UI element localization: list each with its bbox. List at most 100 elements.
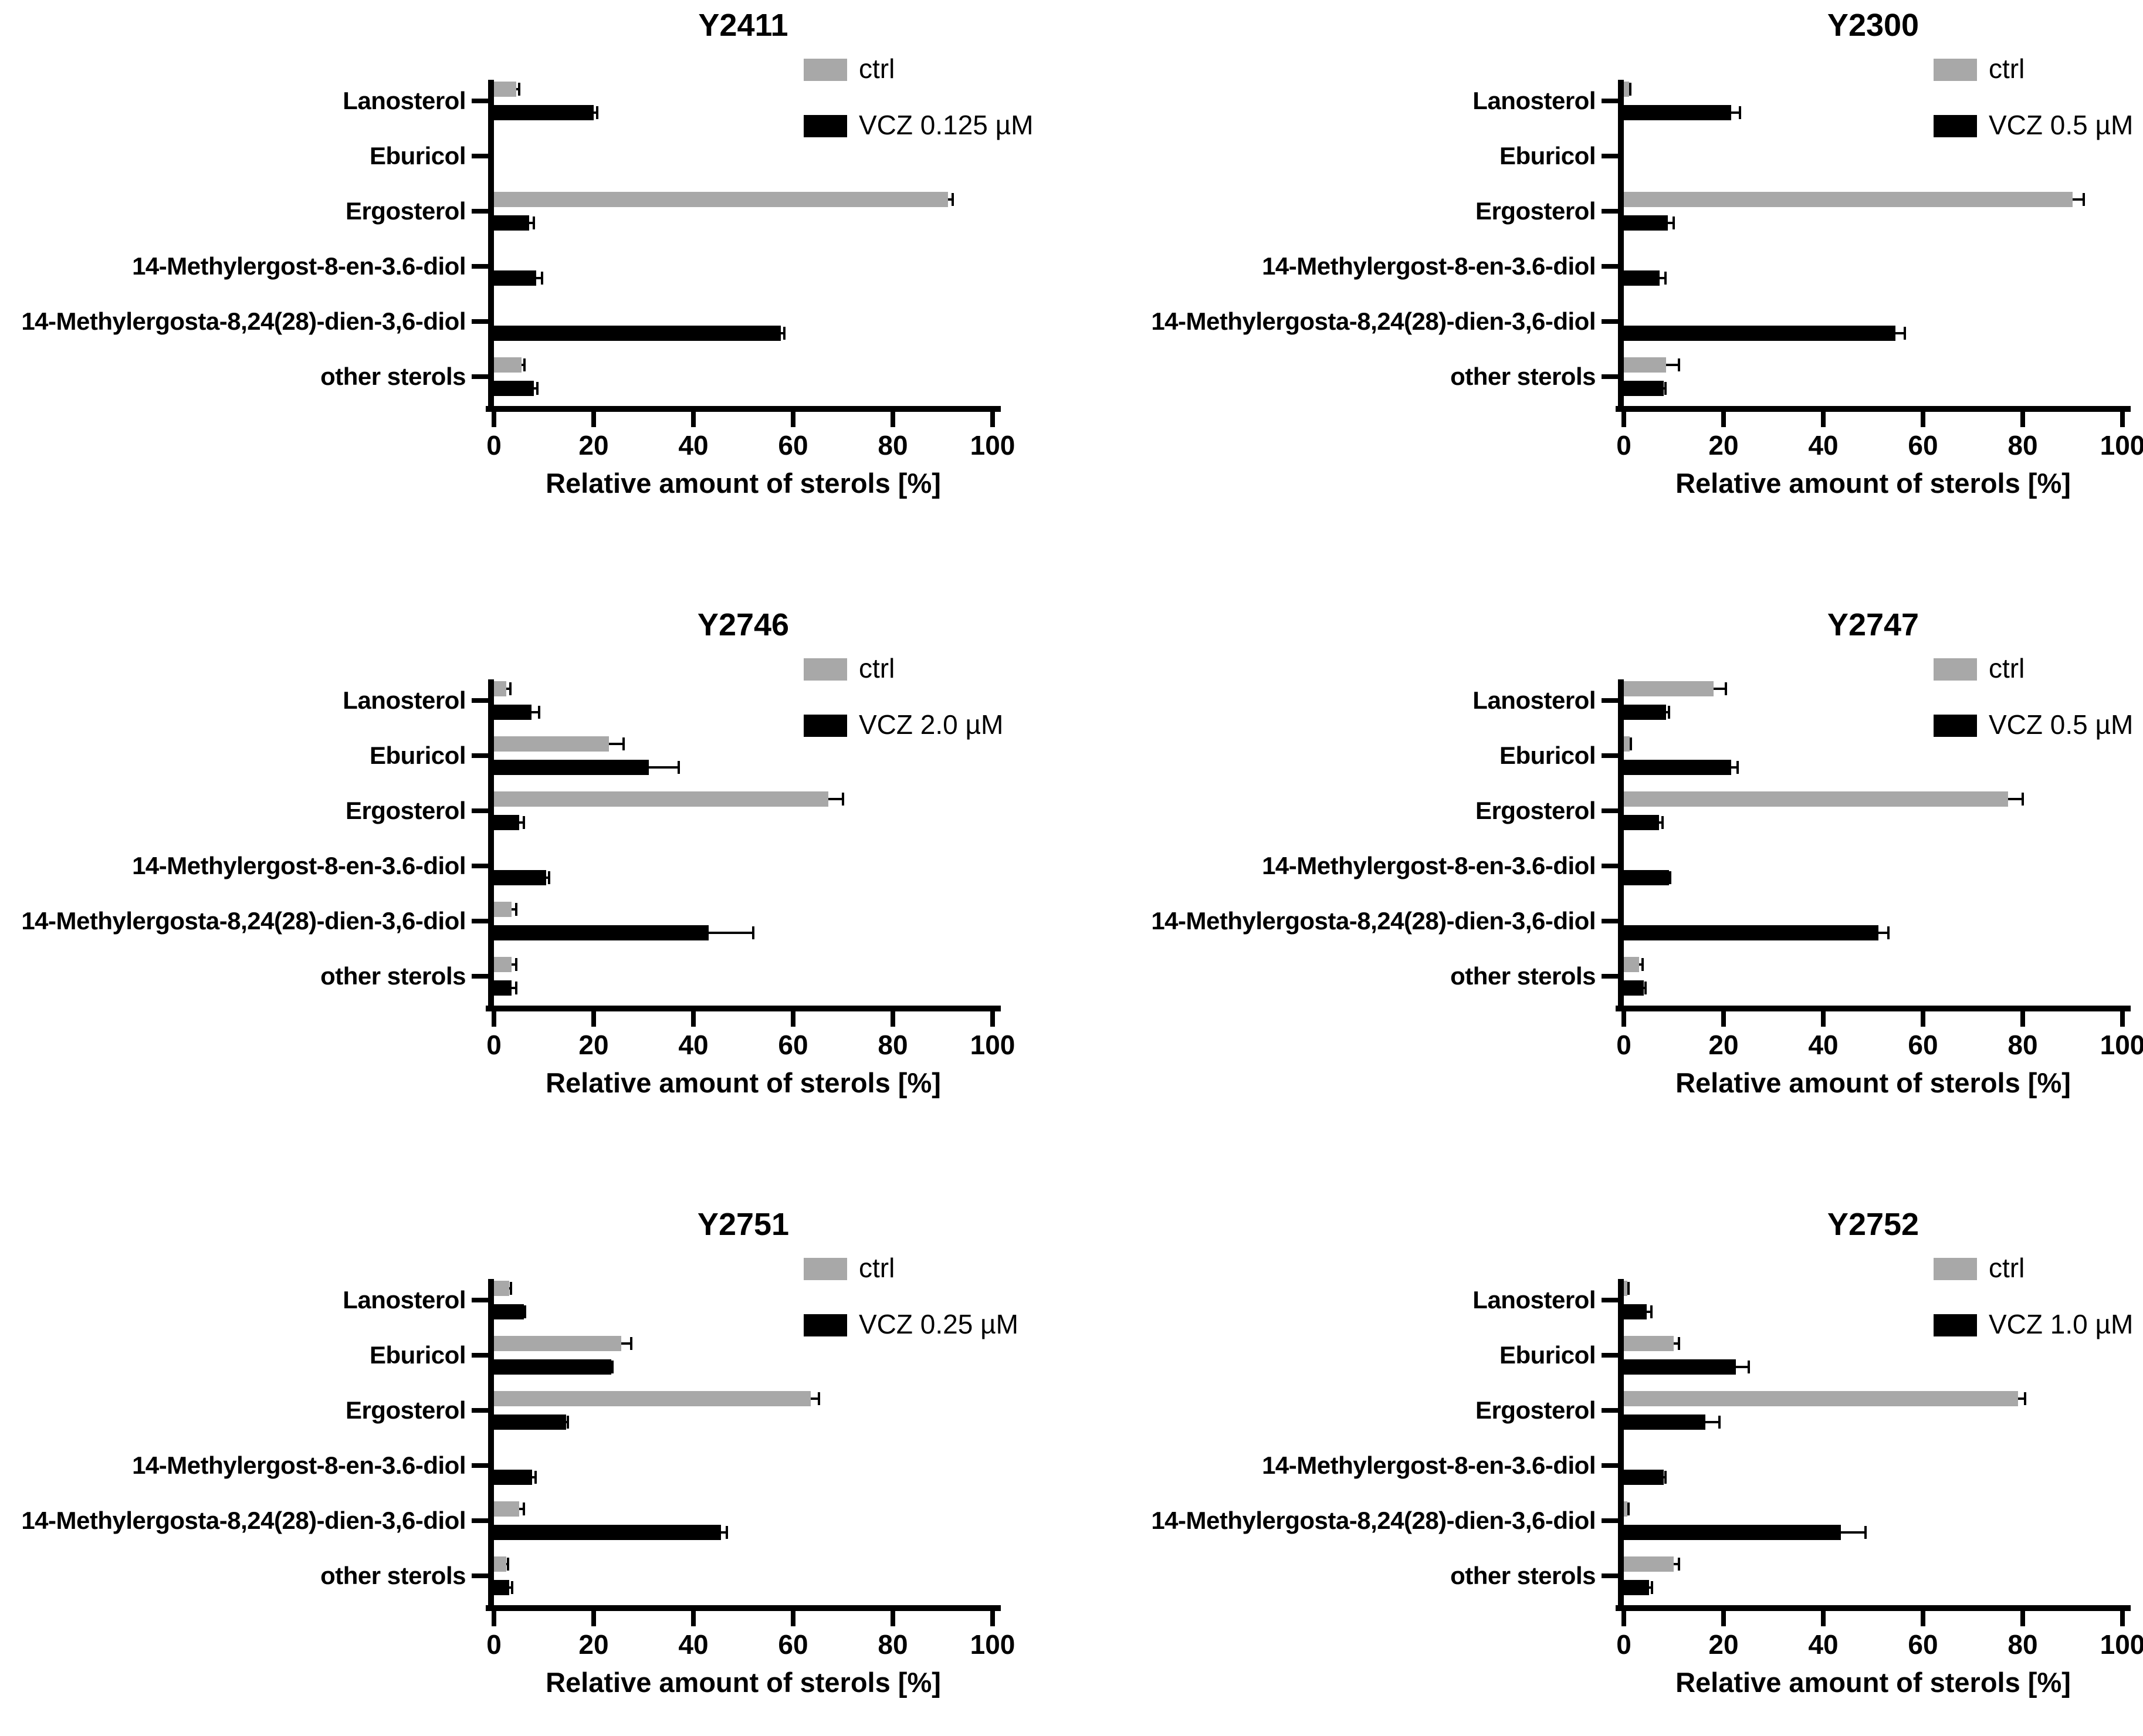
error-bar-ctrl-other-sterols [1666,364,1679,366]
error-cap-vcz-1-0-m-ergosterol [1718,1416,1721,1429]
error-bar-vcz-1-0-m-14-methylergosta-8-24-28-dien-3-6-diol [1840,1531,1866,1534]
bar-vcz-0-25-m-14-methylergost-8-en-3-6-diol [494,1470,533,1485]
category-label-14-methylergosta-8-24-28-dien-3-6-diol: 14-Methylergosta-8,24(28)-dien-3,6-diol [21,907,466,935]
error-cap-ctrl-other-sterols [1677,1558,1680,1571]
legend-ctrl-swatch [804,59,847,81]
x-tick-label-60: 60 [1908,1030,1938,1060]
error-bar-ctrl-other-sterols [1638,963,1643,966]
bar-vcz-0-5-m-other-sterols [1624,980,1644,996]
error-cap-vcz-0-5-m-14-methylergosta-8-24-28-dien-3-6-diol [1903,327,1906,340]
error-bar-vcz-0-125-m-14-methylergosta-8-24-28-dien-3-6-diol [780,332,784,334]
bar-ctrl-14-methylergosta-8-24-28-dien-3-6-diol [494,1501,519,1517]
category-label-14-methylergosta-8-24-28-dien-3-6-diol: 14-Methylergosta-8,24(28)-dien-3,6-diol [21,1507,466,1534]
bar-vcz-0-5-m-14-methylergosta-8-24-28-dien-3-6-diol [1624,326,1896,341]
bar-ctrl-lanosterol [494,82,517,97]
category-label-14-methylergost-8-en-3-6-diol: 14-Methylergost-8-en-3.6-diol [1262,252,1596,280]
chart-title: Y2411 [698,8,788,43]
bar-ctrl-lanosterol [1624,1281,1627,1296]
x-tick-label-40: 40 [678,1030,709,1060]
error-bar-ctrl-eburicol [621,1342,631,1345]
error-bar-vcz-2-0-m-other-sterols [511,987,517,989]
category-label-other-sterols: other sterols [320,363,466,390]
x-tick-label-60: 60 [778,430,808,461]
error-cap-ctrl-other-sterols [523,358,526,371]
bar-ctrl-lanosterol [1624,681,1714,696]
bar-vcz-0-25-m-ergosterol [494,1414,567,1430]
bar-ctrl-ergosterol [1624,1391,2018,1406]
error-cap-vcz-0-5-m-other-sterols [1644,982,1647,994]
bar-ctrl-eburicol [494,1336,621,1351]
error-bar-ctrl-other-sterols [521,364,524,366]
category-label-lanosterol: Lanosterol [343,686,466,714]
x-tick-label-100: 100 [970,430,1015,461]
x-tick-0 [1621,1011,1626,1027]
category-tick-eburicol [472,753,488,758]
category-tick-14-methylergosta-8-24-28-dien-3-6-diol [1602,319,1618,324]
legend-vcz-swatch [804,115,847,137]
error-bar-vcz-2-0-m-lanosterol [531,711,539,713]
category-label-eburicol: Eburicol [1499,1341,1596,1369]
category-tick-14-methylergost-8-en-3-6-diol [472,264,488,269]
category-label-other-sterols: other sterols [1450,363,1596,390]
error-cap-vcz-2-0-m-lanosterol [537,706,540,719]
legend-vcz-swatch [804,715,847,737]
x-tick-20 [1721,412,1726,427]
legend-vcz-swatch [1934,715,1977,737]
category-tick-other-sterols [1602,374,1618,379]
bar-ctrl-ergosterol [494,1391,811,1406]
y-axis-line [1618,679,1624,1011]
error-cap-ctrl-lanosterol [509,682,512,695]
bar-ctrl-eburicol [1624,1336,1674,1351]
x-tick-label-20: 20 [1708,1629,1739,1660]
x-tick-label-80: 80 [878,430,908,461]
category-tick-ergosterol [472,209,488,214]
category-tick-eburicol [472,154,488,158]
category-label-14-methylergost-8-en-3-6-diol: 14-Methylergost-8-en-3.6-diol [132,252,466,280]
bar-vcz-1-0-m-other-sterols [1624,1580,1649,1595]
x-tick-60 [1921,1611,1925,1626]
error-cap-vcz-0-25-m-lanosterol [523,1305,526,1318]
error-bar-vcz-0-5-m-eburicol [1731,766,1738,769]
bar-ctrl-ergosterol [1624,192,2073,207]
error-bar-ctrl-eburicol [1674,1342,1679,1345]
legend-vcz-label: VCZ 0.5 µM [1989,709,2134,740]
legend-vcz-swatch [1934,1314,1977,1336]
chart-title: Y2752 [1827,1207,1919,1242]
x-tick-100 [990,1611,995,1626]
chart-panel-y2751: Y2751 ctrl VCZ 0.25 µM Relative amount o… [0,1199,1071,1736]
chart-panel-y2747: Y2747 ctrl VCZ 0.5 µM Relative amount of… [1072,600,2143,1175]
x-tick-40 [691,1611,696,1626]
error-bar-vcz-0-5-m-lanosterol [1731,111,1741,114]
error-cap-ctrl-lanosterol [1627,1282,1630,1295]
category-label-14-methylergost-8-en-3-6-diol: 14-Methylergost-8-en-3.6-diol [1262,852,1596,879]
category-tick-lanosterol [472,1298,488,1302]
bar-vcz-1-0-m-14-methylergost-8-en-3-6-diol [1624,1470,1664,1485]
category-tick-other-sterols [1602,1573,1618,1578]
error-cap-ctrl-lanosterol [1725,682,1728,695]
x-tick-label-20: 20 [578,430,609,461]
x-axis-label: Relative amount of sterols [%] [1675,468,2071,499]
x-tick-label-100: 100 [970,1030,1015,1060]
x-tick-label-40: 40 [1808,430,1839,461]
bar-ctrl-other-sterols [1624,357,1667,373]
y-axis-line [488,679,494,1011]
x-tick-label-60: 60 [778,1629,808,1660]
chart-title: Y2300 [1827,8,1919,43]
chart-title: Y2751 [697,1207,790,1242]
legend-vcz-swatch [804,1314,847,1336]
x-tick-label-0: 0 [486,1629,502,1660]
x-tick-80 [891,1611,895,1626]
bar-vcz-0-125-m-other-sterols [494,381,534,396]
x-tick-0 [492,1011,496,1027]
category-tick-lanosterol [1602,1298,1618,1302]
x-tick-label-80: 80 [2007,1629,2038,1660]
legend-ctrl-swatch [1934,59,1977,81]
category-label-14-methylergosta-8-24-28-dien-3-6-diol: 14-Methylergosta-8,24(28)-dien-3,6-diol [1151,1507,1596,1534]
bar-ctrl-other-sterols [494,957,512,972]
x-tick-label-40: 40 [1808,1030,1839,1060]
x-tick-40 [1821,1011,1826,1027]
bar-vcz-0-5-m-14-methylergosta-8-24-28-dien-3-6-diol [1624,925,1878,940]
error-bar-vcz-1-0-m-ergosterol [1705,1421,1720,1423]
error-cap-vcz-0-125-m-lanosterol [595,106,598,119]
error-cap-ctrl-lanosterol [1629,83,1632,96]
